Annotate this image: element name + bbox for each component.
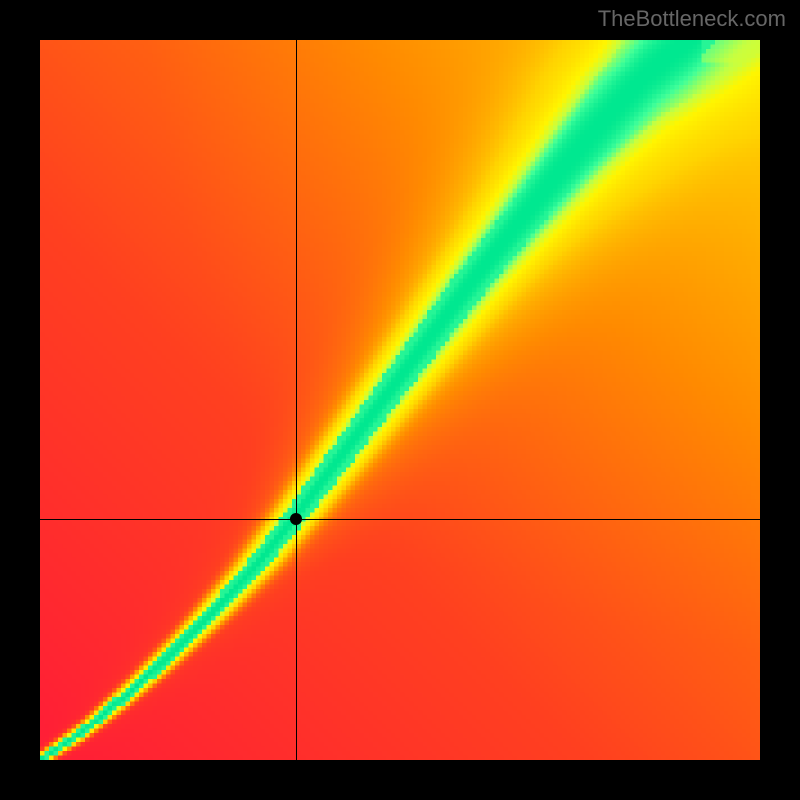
watermark-text: TheBottleneck.com	[598, 6, 786, 32]
heatmap-plot	[40, 40, 760, 760]
crosshair-horizontal	[40, 519, 760, 520]
heatmap-canvas	[40, 40, 760, 760]
crosshair-marker	[290, 513, 302, 525]
crosshair-vertical	[296, 40, 297, 760]
